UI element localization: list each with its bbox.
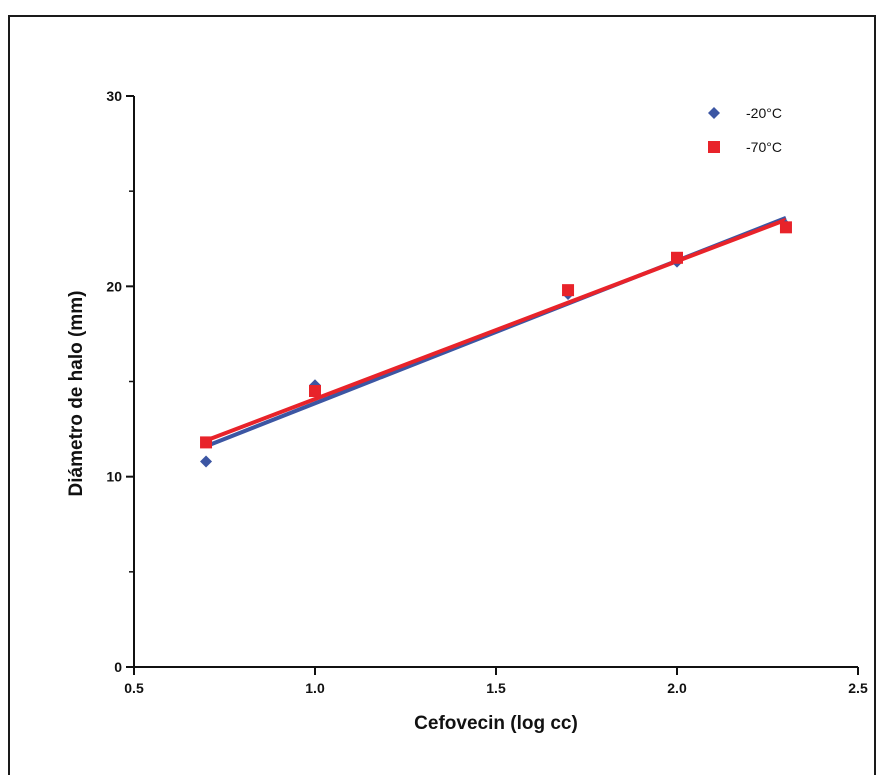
legend-marker-diamond — [708, 107, 720, 119]
data-point-square — [779, 221, 792, 234]
y-tick-label: 0 — [114, 659, 122, 675]
fit-line-square — [205, 217, 787, 443]
figure-frame — [8, 15, 876, 775]
x-ticks: 0.5 1.0 1.5 2.0 2.5 — [124, 667, 868, 696]
axes — [133, 96, 858, 668]
data-point-square — [309, 385, 321, 398]
x-axis-title: Cefovecin (log cc) — [414, 713, 578, 734]
legend-label: -20°C — [746, 105, 782, 121]
x-tick-label: 2.5 — [848, 680, 868, 696]
y-tick-label: 30 — [106, 88, 122, 104]
legend-label: -70°C — [746, 139, 782, 155]
data-point-square — [200, 436, 213, 449]
legend-marker-square — [708, 141, 720, 153]
y-axis-title: Diámetro de halo (mm) — [66, 291, 87, 497]
y-ticks: 0 10 20 30 — [106, 88, 134, 675]
x-tick-label: 2.0 — [667, 680, 687, 696]
data-point-square — [671, 251, 683, 264]
data-point-diamond — [200, 455, 213, 468]
y-tick-label: 20 — [106, 278, 122, 294]
x-tick-label: 1.5 — [486, 680, 506, 696]
fit-lines — [205, 215, 787, 449]
y-tick-label: 10 — [106, 469, 122, 485]
legend: -20°C -70°C — [708, 105, 782, 155]
x-tick-label: 0.5 — [124, 680, 144, 696]
data-point-square — [562, 284, 575, 297]
x-tick-label: 1.0 — [305, 680, 325, 696]
data-points — [200, 219, 792, 468]
